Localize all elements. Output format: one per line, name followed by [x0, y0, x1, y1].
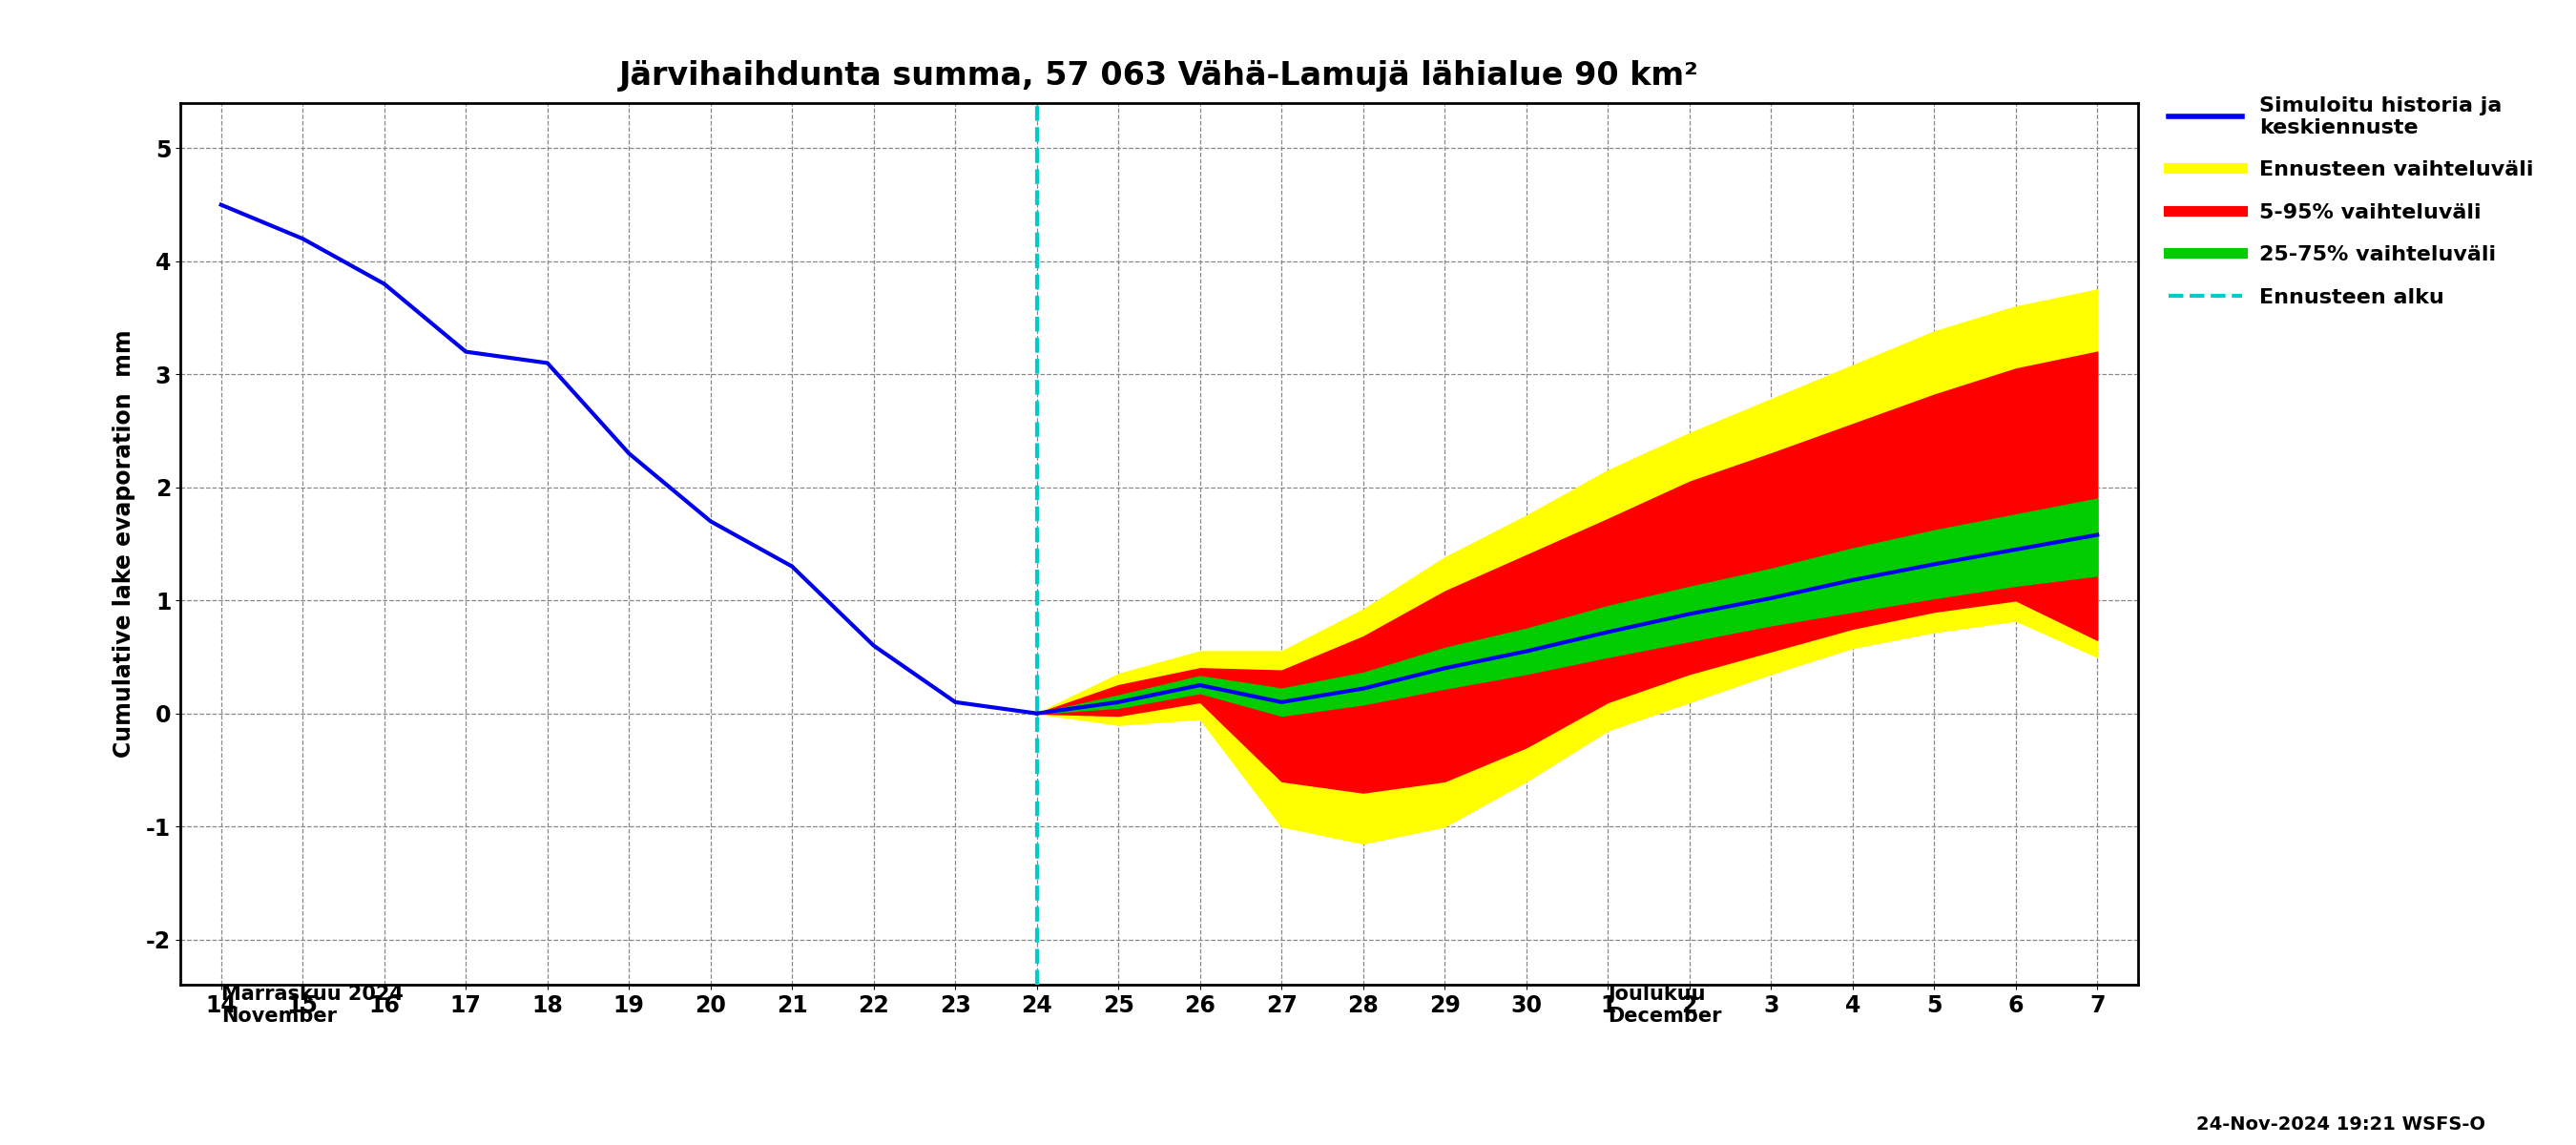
- Y-axis label: Cumulative lake evaporation  mm: Cumulative lake evaporation mm: [113, 330, 137, 758]
- Text: Marraskuu 2024
November: Marraskuu 2024 November: [222, 985, 404, 1026]
- Text: Joulukuu
December: Joulukuu December: [1607, 985, 1721, 1026]
- Title: Järvihaihdunta summa, 57 063 Vähä-Lamujä lähialue 90 km²: Järvihaihdunta summa, 57 063 Vähä-Lamujä…: [618, 60, 1700, 92]
- Text: 24-Nov-2024 19:21 WSFS-O: 24-Nov-2024 19:21 WSFS-O: [2197, 1115, 2486, 1134]
- Legend: Simuloitu historia ja
keskiennuste, Ennusteen vaihteluväli, 5-95% vaihteluväli, : Simuloitu historia ja keskiennuste, Ennu…: [2169, 96, 2535, 307]
